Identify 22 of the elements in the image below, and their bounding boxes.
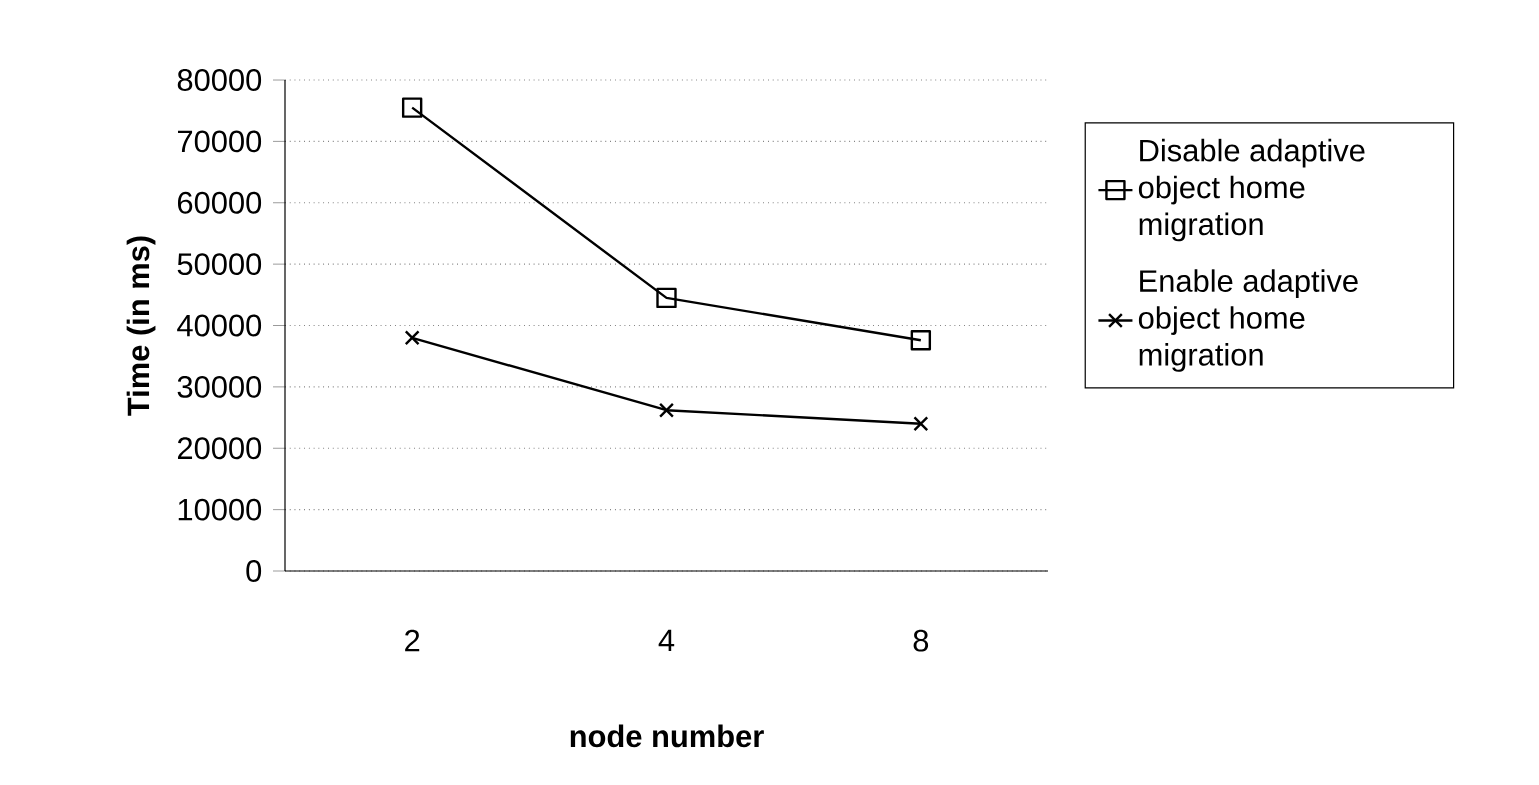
legend-label: Disable adaptive object home migration <box>1138 138 1365 242</box>
y-axis-title: Time (in ms) <box>126 236 156 416</box>
x-tick-label: 4 <box>658 629 675 651</box>
y-tick-label: 30000 <box>177 375 262 398</box>
x-tick-label: 8 <box>913 629 929 652</box>
y-tick-label: 20000 <box>177 437 262 460</box>
y-tick-label: 80000 <box>177 69 262 91</box>
y-tick-label: 70000 <box>178 130 262 153</box>
x-axis-title: node number <box>570 724 764 748</box>
point <box>913 416 929 432</box>
y-tick-label: 40000 <box>177 314 262 337</box>
point <box>658 402 675 418</box>
legend-label: Enable adaptive object home migration <box>1138 269 1358 372</box>
y-tick-label: 60000 <box>177 191 262 214</box>
point <box>401 97 423 118</box>
point <box>656 287 677 309</box>
x-tick-label: 2 <box>405 629 420 652</box>
point <box>404 330 420 346</box>
y-tick-label: 0 <box>246 560 262 582</box>
y-tick-label: 10000 <box>178 498 262 521</box>
y-tick-label: 50000 <box>177 253 262 276</box>
point <box>910 330 932 351</box>
